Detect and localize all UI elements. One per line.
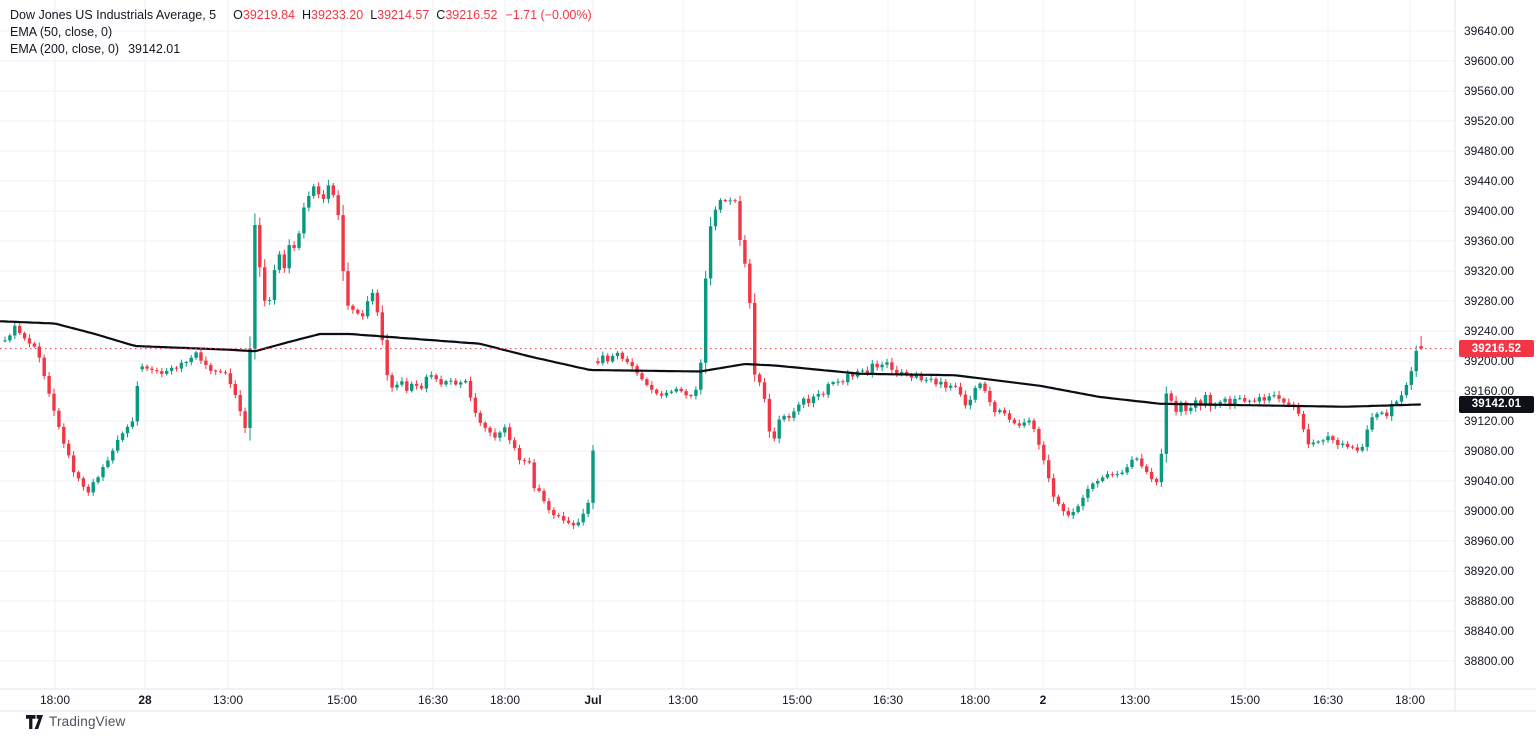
svg-text:18:00: 18:00 <box>490 693 520 707</box>
ema200-label: EMA (200, close, 0) <box>10 41 120 56</box>
ema200-line <box>0 320 1422 408</box>
symbol-legend-row[interactable]: Dow Jones US Industrials Average, 5 O 392… <box>10 6 592 23</box>
svg-text:39400.00: 39400.00 <box>1464 204 1514 218</box>
ema50-label: EMA (50, close, 0) <box>10 24 113 39</box>
svg-text:39360.00: 39360.00 <box>1464 234 1514 248</box>
svg-text:39160.00: 39160.00 <box>1464 384 1514 398</box>
tradingview-logo-icon <box>26 714 43 729</box>
ohlc-open-label: O <box>233 7 243 22</box>
svg-text:39440.00: 39440.00 <box>1464 174 1514 188</box>
svg-text:39480.00: 39480.00 <box>1464 144 1514 158</box>
symbol-title: Dow Jones US Industrials Average, 5 <box>10 7 217 22</box>
indicator-legend-ema50[interactable]: EMA (50, close, 0) <box>10 23 592 40</box>
svg-text:18:00: 18:00 <box>960 693 990 707</box>
ohlc-low-label: L <box>370 7 378 22</box>
svg-text:38960.00: 38960.00 <box>1464 534 1514 548</box>
svg-text:15:00: 15:00 <box>782 693 812 707</box>
axis-separators <box>0 0 1536 712</box>
svg-text:28: 28 <box>138 693 152 707</box>
svg-text:39080.00: 39080.00 <box>1464 444 1514 458</box>
svg-text:2: 2 <box>1040 693 1047 707</box>
price-change: −1.71 (−0.00%) <box>505 7 592 22</box>
last-price-badge: 39216.52 <box>1459 340 1534 358</box>
svg-text:39320.00: 39320.00 <box>1464 264 1514 278</box>
ohlc-low-value: 39214.57 <box>377 7 430 22</box>
svg-text:39280.00: 39280.00 <box>1464 294 1514 308</box>
last-price-badge-value: 39216.52 <box>1471 342 1522 355</box>
svg-text:16:30: 16:30 <box>1313 693 1343 707</box>
grid <box>0 0 1455 689</box>
svg-text:39200.00: 39200.00 <box>1464 354 1514 368</box>
svg-text:38840.00: 38840.00 <box>1464 624 1514 638</box>
svg-text:39520.00: 39520.00 <box>1464 114 1514 128</box>
ema200-value: 39142.01 <box>128 41 181 56</box>
svg-text:39120.00: 39120.00 <box>1464 414 1514 428</box>
svg-text:39600.00: 39600.00 <box>1464 54 1514 68</box>
svg-text:13:00: 13:00 <box>1120 693 1150 707</box>
svg-text:15:00: 15:00 <box>327 693 357 707</box>
svg-text:16:30: 16:30 <box>418 693 448 707</box>
ohlc-close-label: C <box>436 7 446 22</box>
tradingview-logo-text: TradingView <box>49 714 126 729</box>
svg-text:39640.00: 39640.00 <box>1464 24 1514 38</box>
svg-text:13:00: 13:00 <box>668 693 698 707</box>
legend: Dow Jones US Industrials Average, 5 O 392… <box>10 6 592 57</box>
svg-text:39000.00: 39000.00 <box>1464 504 1514 518</box>
time-scale[interactable]: 18:00 28 13:00 15:00 16:30 18:00 Jul 13:00 15:00… <box>40 693 1425 707</box>
svg-text:Jul: Jul <box>584 693 601 707</box>
candles-series <box>3 179 1423 530</box>
ema200-badge-value: 39142.01 <box>1471 398 1522 411</box>
price-scale[interactable]: 39640.00 39600.00 39560.00 39520.00 39480.00… <box>1464 24 1514 668</box>
svg-text:38920.00: 38920.00 <box>1464 564 1514 578</box>
svg-text:18:00: 18:00 <box>40 693 70 707</box>
svg-text:39040.00: 39040.00 <box>1464 474 1514 488</box>
svg-text:38800.00: 38800.00 <box>1464 654 1514 668</box>
svg-text:39560.00: 39560.00 <box>1464 84 1514 98</box>
svg-text:39240.00: 39240.00 <box>1464 324 1514 338</box>
ema200-badge: 39142.01 <box>1459 395 1534 413</box>
ohlc-high-value: 39233.20 <box>311 7 364 22</box>
svg-text:18:00: 18:00 <box>1395 693 1425 707</box>
ohlc-high-label: H <box>302 7 312 22</box>
tradingview-logo[interactable]: TradingView <box>26 714 126 729</box>
svg-text:16:30: 16:30 <box>873 693 903 707</box>
svg-text:15:00: 15:00 <box>1230 693 1260 707</box>
svg-text:13:00: 13:00 <box>213 693 243 707</box>
ohlc-open-value: 39219.84 <box>242 7 296 22</box>
ohlc-close-value: 39216.52 <box>445 7 498 22</box>
svg-text:38880.00: 38880.00 <box>1464 594 1514 608</box>
indicator-legend-ema200[interactable]: EMA (200, close, 0) 39142.01 <box>10 40 592 57</box>
